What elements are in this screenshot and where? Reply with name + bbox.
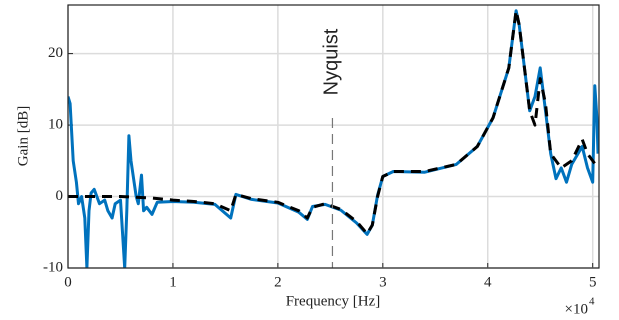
x-tick-label: 4 xyxy=(484,274,492,290)
x-axis-label: Frequency [Hz] xyxy=(286,293,381,309)
y-tick-label: 20 xyxy=(48,45,63,61)
x-tick-label: 2 xyxy=(274,274,282,290)
series-line xyxy=(68,9,599,236)
y-tick-label: 10 xyxy=(48,117,63,133)
x-tick-label: 1 xyxy=(169,274,177,290)
nyquist-label: Nyquist xyxy=(321,28,343,95)
y-tick-label: 0 xyxy=(56,188,64,204)
axes-box xyxy=(67,4,600,269)
plot-area xyxy=(68,9,599,268)
y-tick-label: -10 xyxy=(43,259,63,275)
x-tick-label: 5 xyxy=(589,274,597,290)
x-tick-label: 0 xyxy=(64,274,72,290)
x-tick-label: 3 xyxy=(379,274,387,290)
x-multiplier-exponent: 4 xyxy=(589,296,595,308)
y-axis-label: Gain [dB] xyxy=(15,106,31,166)
x-multiplier: ×10 xyxy=(565,301,588,317)
